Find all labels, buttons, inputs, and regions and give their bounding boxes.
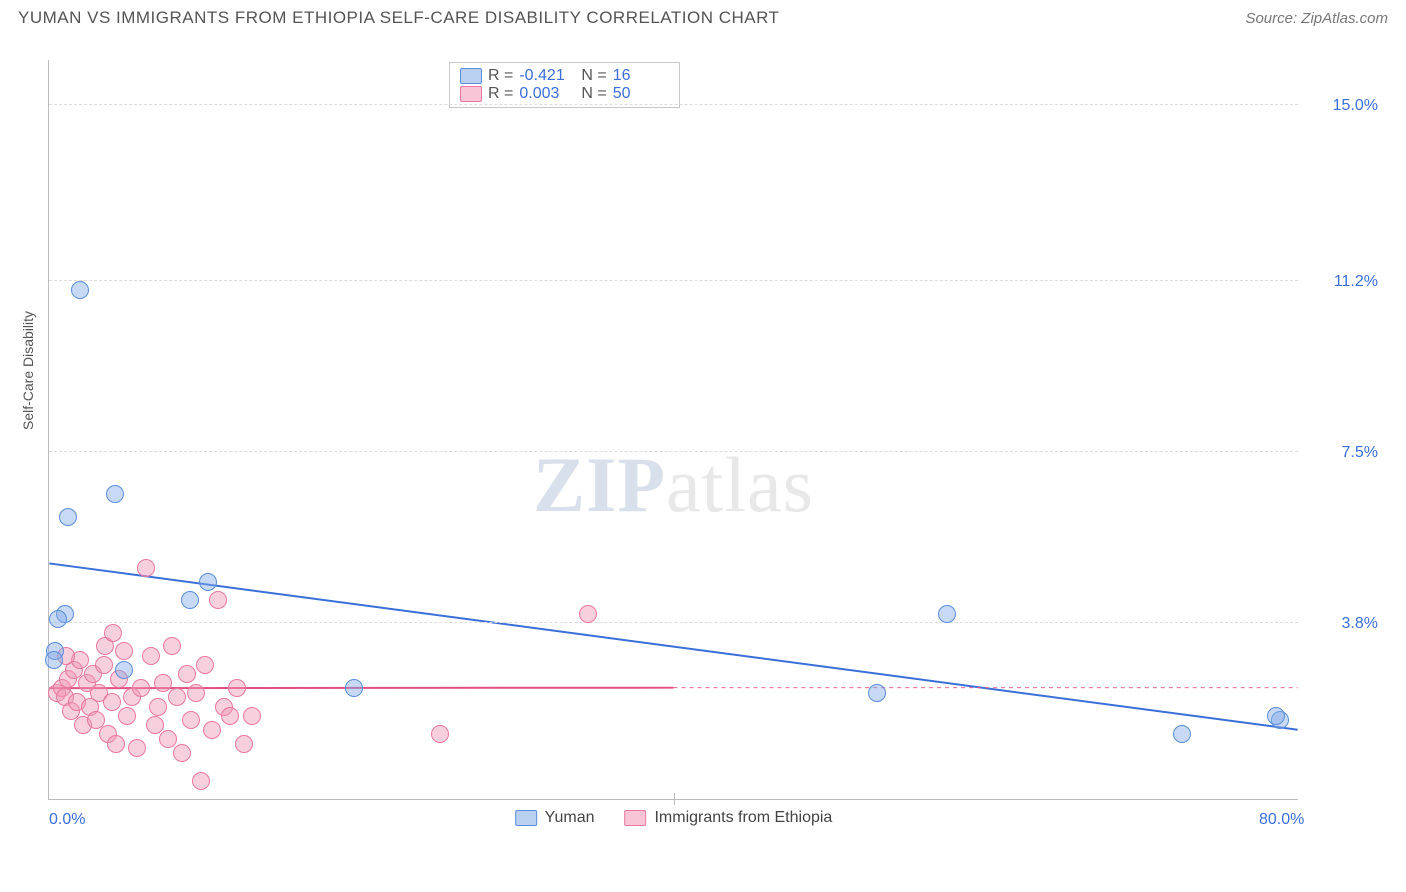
data-point <box>192 772 210 790</box>
bottom-legend: Yuman Immigrants from Ethiopia <box>515 809 833 827</box>
x-axis-tickmark <box>674 793 675 805</box>
chart-title: YUMAN VS IMMIGRANTS FROM ETHIOPIA SELF-C… <box>18 8 779 28</box>
data-point <box>345 679 363 697</box>
data-point <box>579 605 597 623</box>
data-point <box>235 735 253 753</box>
data-point <box>168 688 186 706</box>
gridline <box>49 280 1298 281</box>
data-point <box>228 679 246 697</box>
data-point <box>118 707 136 725</box>
data-point <box>115 642 133 660</box>
data-point <box>182 711 200 729</box>
trendline <box>49 563 1297 729</box>
data-point <box>938 605 956 623</box>
data-point <box>95 656 113 674</box>
data-point <box>159 730 177 748</box>
x-tick-label: 0.0% <box>49 811 85 829</box>
chart-plot-area: ZIPatlas R = -0.421 N = 16 R = 0.003 N =… <box>48 60 1298 800</box>
data-point <box>199 573 217 591</box>
data-point <box>163 637 181 655</box>
data-point <box>115 661 133 679</box>
data-point <box>868 684 886 702</box>
data-point <box>104 624 122 642</box>
data-point <box>137 559 155 577</box>
data-point <box>203 721 221 739</box>
legend-label-ethiopia: Immigrants from Ethiopia <box>654 809 832 827</box>
data-point <box>107 735 125 753</box>
legend-item-yuman: Yuman <box>515 809 595 827</box>
data-point <box>149 698 167 716</box>
data-point <box>132 679 150 697</box>
data-point <box>106 485 124 503</box>
data-point <box>1267 707 1285 725</box>
data-point <box>243 707 261 725</box>
data-point <box>196 656 214 674</box>
data-point <box>209 591 227 609</box>
x-tick-label: 80.0% <box>1259 811 1304 829</box>
data-point <box>142 647 160 665</box>
source-attribution: Source: ZipAtlas.com <box>1245 10 1388 27</box>
data-point <box>221 707 239 725</box>
swatch-pink-icon <box>624 810 646 826</box>
data-point <box>59 508 77 526</box>
data-point <box>45 651 63 669</box>
swatch-blue-icon <box>515 810 537 826</box>
gridline <box>49 622 1298 623</box>
legend-label-yuman: Yuman <box>545 809 595 827</box>
y-axis-label: Self-Care Disability <box>20 311 36 430</box>
y-tick-label: 3.8% <box>1308 615 1378 633</box>
data-point <box>103 693 121 711</box>
data-point <box>173 744 191 762</box>
gridline <box>49 451 1298 452</box>
data-point <box>49 610 67 628</box>
data-point <box>181 591 199 609</box>
data-point <box>71 281 89 299</box>
legend-item-ethiopia: Immigrants from Ethiopia <box>624 809 832 827</box>
gridline <box>49 104 1298 105</box>
data-point <box>431 725 449 743</box>
y-tick-label: 15.0% <box>1308 97 1378 115</box>
data-point <box>1173 725 1191 743</box>
data-point <box>187 684 205 702</box>
y-tick-label: 11.2% <box>1308 273 1378 291</box>
data-point <box>128 739 146 757</box>
y-tick-label: 7.5% <box>1308 444 1378 462</box>
data-point <box>154 674 172 692</box>
data-point <box>178 665 196 683</box>
